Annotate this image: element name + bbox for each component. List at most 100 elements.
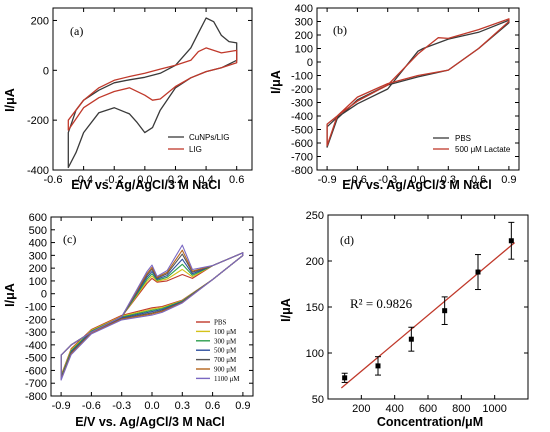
panel-c-plot: -0.9 -0.6 -0.3 0.0 0.3 0.6 0.9 -800-700-600-500… xyxy=(25,212,254,412)
series-line-1 xyxy=(326,19,510,148)
panel-a-ylabel: I/μA xyxy=(3,88,17,112)
y-tick-label: -100 xyxy=(25,302,47,314)
panel-b-ylabel: I/μA xyxy=(269,70,283,94)
y-tick-label: -300 xyxy=(291,98,313,110)
panel-b-legend: PBS 500 μM Lactate xyxy=(433,134,511,154)
x-tick-label: -0.3 xyxy=(112,400,131,412)
panel-a: I/μA E/V vs. Ag/AgCl/3 M NaCl (a) -0.6 -0… xyxy=(3,7,253,192)
legend-label-1: PBS xyxy=(214,319,227,327)
panel-c-y-title: I/μA xyxy=(3,283,17,307)
x-tick-label: 0.0 xyxy=(144,400,159,412)
y-tick-label: 400 xyxy=(295,3,313,15)
panel-a-legend-label-1: CuNPs/LIG xyxy=(189,133,229,142)
y-tick-label: -700 xyxy=(291,152,313,164)
x-tick-label: 0.6 xyxy=(229,174,244,186)
x-tick-label: 0.0 xyxy=(410,174,425,186)
panel-d-y-title: I/μA xyxy=(279,298,293,322)
x-tick-label: -0.6 xyxy=(348,174,367,186)
x-tick-label: -0.3 xyxy=(378,174,397,186)
panel-d-ylabel: I/μA xyxy=(279,298,293,322)
panel-a-xlabel: E/V vs. Ag/AgCl/3 M NaCl xyxy=(71,178,221,192)
y-tick-label: -300 xyxy=(25,327,47,339)
y-tick-label: -700 xyxy=(25,378,47,390)
panel-b: I/μA E/V vs. Ag/AgCl/3 M NaCl (b) -0.9 -0… xyxy=(269,3,520,192)
y-tick-label: 100 xyxy=(306,348,324,360)
y-tick-label: -500 xyxy=(291,125,313,137)
panel-a-plot: -0.6 -0.4 -0.2 0.0 0.2 0.4 0.6 -400 -200 0 200 xyxy=(27,7,253,186)
legend-label-4: 500 μM xyxy=(214,347,237,355)
data-point xyxy=(342,375,348,381)
panel-c-ylabel: I/μA xyxy=(3,283,17,307)
data-point xyxy=(508,238,514,244)
panel-b-plot: -0.9 -0.6 -0.3 0.0 0.3 0.6 0.9 -800-700 -600-500… xyxy=(291,3,520,186)
x-tick-label: 0.2 xyxy=(168,174,183,186)
x-tick-label: 0.0 xyxy=(137,174,152,186)
x-tick-label: 800 xyxy=(452,403,470,415)
y-tick-label: 0 xyxy=(307,57,313,69)
panel-a-legend: CuNPs/LIG LIG xyxy=(168,133,229,154)
plot-frame xyxy=(52,7,253,171)
y-tick-label: 100 xyxy=(29,276,47,288)
panel-a-label: (a) xyxy=(70,24,83,38)
panel-d: I/μA Concentration/μM (d) R² = 0.9826 20… xyxy=(279,210,529,429)
x-tick-label: 0.6 xyxy=(471,174,486,186)
y-tick-label: -200 xyxy=(291,84,313,96)
panel-d-xlabel: Concentration/μM xyxy=(377,415,483,429)
panel-a-y-title: I/μA xyxy=(3,88,17,112)
y-tick-label: 50 xyxy=(312,394,324,406)
y-tick-label: 100 xyxy=(295,44,313,56)
y-tick-label: -800 xyxy=(25,391,47,403)
data-point xyxy=(475,269,481,275)
y-tick-label: 250 xyxy=(306,210,324,222)
legend-label-7: 1100 μM xyxy=(214,375,240,383)
x-tick-label: -0.9 xyxy=(318,174,337,186)
x-tick-label: 600 xyxy=(419,403,437,415)
panel-b-legend-label-1: PBS xyxy=(455,134,471,143)
panel-d-label: (d) xyxy=(340,233,354,247)
y-tick-label: 0 xyxy=(41,289,47,301)
y-tick-label: 200 xyxy=(29,263,47,275)
x-tick-label: 0.9 xyxy=(501,174,516,186)
y-tick-label: 200 xyxy=(295,30,313,42)
panel-b-y-title: I/μA xyxy=(269,70,283,94)
x-tick-label: -0.4 xyxy=(74,174,93,186)
y-tick-label: 0 xyxy=(43,65,49,77)
series-line-2 xyxy=(326,18,510,147)
panel-b-xlabel: E/V vs. Ag/AgCl/3 M NaCl xyxy=(342,178,492,192)
x-tick-label: 0.4 xyxy=(198,174,213,186)
x-tick-label: 0.6 xyxy=(205,400,220,412)
series-line-7 xyxy=(60,244,244,381)
legend-label-2: 100 μM xyxy=(214,328,237,336)
x-tick-label: 1000 xyxy=(482,403,506,415)
y-tick-label: -400 xyxy=(291,111,313,123)
y-tick-label: -100 xyxy=(291,71,313,83)
y-tick-label: 600 xyxy=(29,212,47,224)
legend-label-3: 300 μM xyxy=(214,337,237,345)
series-line-2 xyxy=(67,47,238,131)
panel-d-plot: 200 400 600 800 1000 50 100 150 200 250 xyxy=(306,210,529,415)
legend-label-5: 700 μM xyxy=(214,356,237,364)
panel-b-label: (b) xyxy=(333,23,347,37)
y-tick-label: 300 xyxy=(295,17,313,29)
x-tick-label: -0.9 xyxy=(52,400,71,412)
y-tick-label: 200 xyxy=(306,256,324,268)
panel-d-r2-annotation: R² = 0.9826 xyxy=(350,296,413,311)
y-tick-label: 500 xyxy=(29,225,47,237)
x-tick-label: 0.3 xyxy=(175,400,190,412)
y-tick-label: 150 xyxy=(306,302,324,314)
x-tick-label: -0.2 xyxy=(105,174,124,186)
panel-c-label: (c) xyxy=(63,232,76,246)
y-tick-label: -500 xyxy=(25,353,47,365)
y-tick-label: -400 xyxy=(25,340,47,352)
data-point xyxy=(408,336,414,342)
data-point xyxy=(442,308,448,314)
x-tick-label: 400 xyxy=(385,403,403,415)
panel-a-legend-label-2: LIG xyxy=(189,145,202,154)
x-tick-label: -0.6 xyxy=(82,400,101,412)
y-tick-label: -200 xyxy=(25,314,47,326)
x-tick-label: -0.6 xyxy=(44,174,63,186)
y-tick-label: 200 xyxy=(31,15,49,27)
legend-label-6: 900 μM xyxy=(214,366,237,374)
